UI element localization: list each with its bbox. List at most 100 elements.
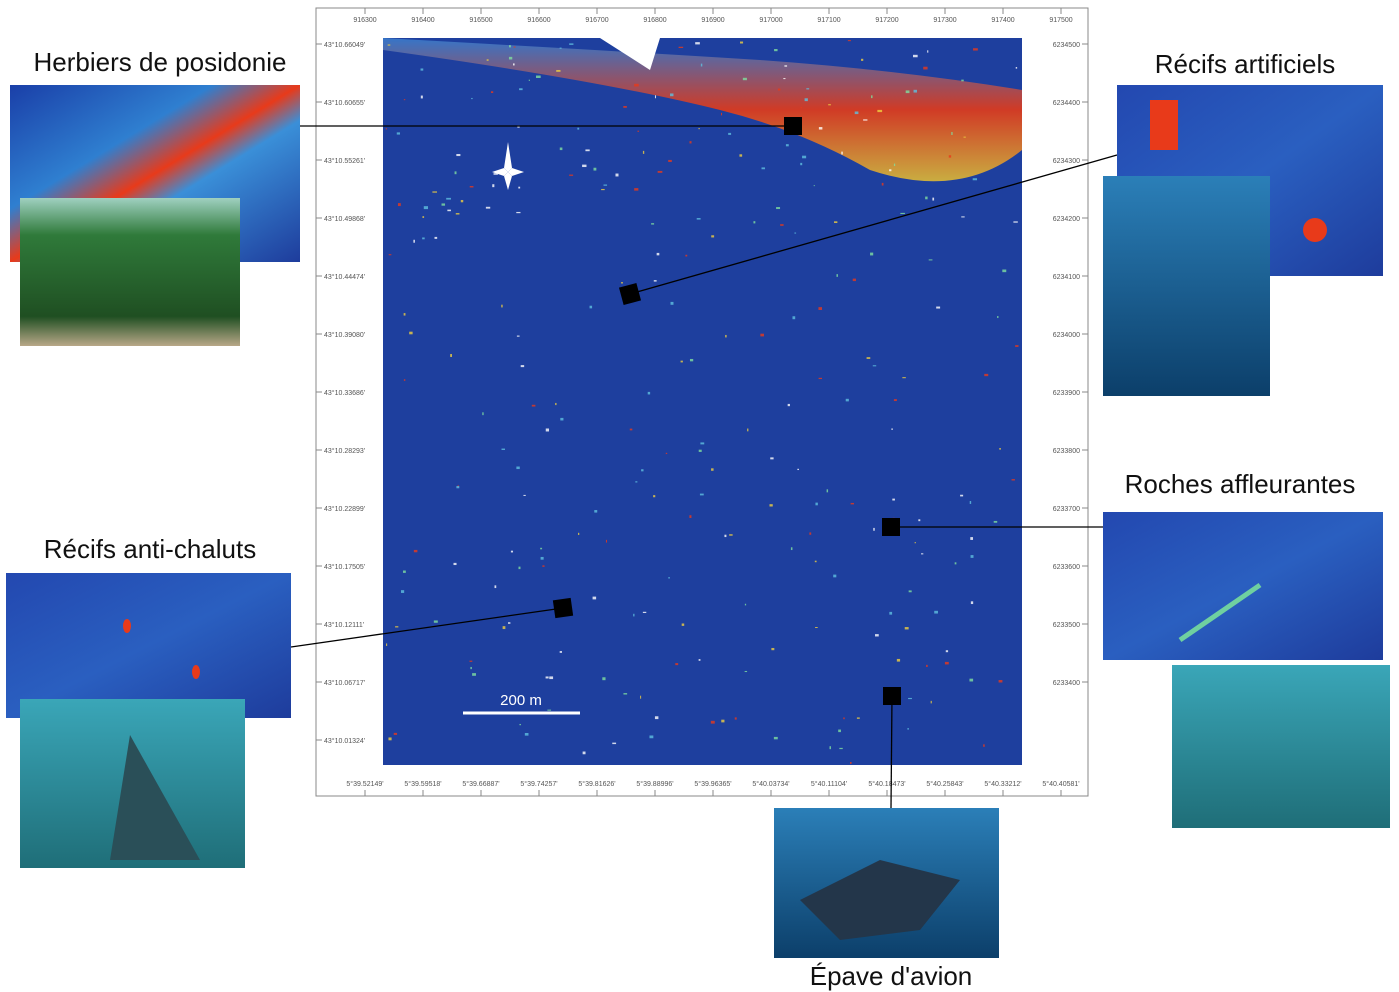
speck xyxy=(934,610,938,614)
speck xyxy=(794,232,797,234)
site-markers xyxy=(552,117,901,705)
speck xyxy=(828,104,831,106)
no-data xyxy=(600,38,660,70)
speck xyxy=(802,155,807,159)
speck xyxy=(594,510,598,513)
speck xyxy=(434,236,438,239)
speck xyxy=(907,728,909,730)
speck xyxy=(813,185,815,187)
speck xyxy=(843,717,845,720)
speck xyxy=(508,622,511,624)
tick-label: 43°10.17505' xyxy=(324,563,365,571)
speck xyxy=(695,42,700,45)
speck xyxy=(559,47,562,49)
speck xyxy=(432,191,438,193)
speck xyxy=(710,720,715,724)
speck xyxy=(792,316,796,320)
speck xyxy=(815,502,818,506)
speck xyxy=(806,88,810,90)
speck xyxy=(711,235,715,238)
speck xyxy=(545,428,550,432)
speck xyxy=(913,89,917,93)
speck xyxy=(397,203,401,207)
speck xyxy=(400,590,405,593)
speck xyxy=(441,203,446,206)
speck xyxy=(826,489,829,493)
speck xyxy=(769,504,773,507)
speck xyxy=(388,737,392,741)
speck xyxy=(809,532,812,535)
tick-label: 916500 xyxy=(469,17,492,24)
speck xyxy=(621,282,624,284)
speck xyxy=(385,128,388,130)
speck xyxy=(635,481,638,483)
tick-label: 43°10.55261' xyxy=(324,157,365,165)
speck xyxy=(889,169,892,172)
sonar-target xyxy=(123,619,131,633)
speck xyxy=(531,404,536,407)
callout-label: Récifs artificiels xyxy=(1155,49,1336,79)
tick-label: 5°39.88996' xyxy=(636,780,673,788)
tick-label: 916300 xyxy=(353,17,376,24)
speck xyxy=(913,54,918,58)
speck xyxy=(545,676,549,679)
speck xyxy=(926,664,928,667)
speck xyxy=(740,41,744,44)
speck xyxy=(577,127,580,130)
speck xyxy=(559,651,563,653)
speck xyxy=(936,306,941,309)
speck xyxy=(892,498,895,501)
speck xyxy=(559,147,563,151)
speck xyxy=(997,315,999,319)
speck xyxy=(845,398,849,402)
speck xyxy=(685,254,688,257)
speck xyxy=(902,377,906,379)
tick-label: 6233900 xyxy=(1053,390,1080,397)
tick-label: 917200 xyxy=(875,17,898,24)
speck xyxy=(861,58,864,61)
tick-label: 6233600 xyxy=(1053,564,1080,571)
speck xyxy=(918,519,921,522)
speck xyxy=(784,65,788,67)
speck xyxy=(871,95,873,99)
speck xyxy=(582,164,587,168)
speck xyxy=(670,301,674,305)
speck xyxy=(872,365,877,367)
speck xyxy=(948,155,952,158)
speck xyxy=(800,107,803,109)
speck xyxy=(641,469,644,472)
speck xyxy=(774,49,778,52)
speck xyxy=(891,428,893,430)
sonar-target xyxy=(1150,100,1178,150)
speck xyxy=(592,596,597,600)
leader-line xyxy=(629,154,1118,295)
sonar-target xyxy=(1303,218,1327,242)
tick-label: 43°10.28293' xyxy=(324,447,365,455)
speck xyxy=(422,237,425,240)
speck xyxy=(623,693,628,695)
speck xyxy=(393,732,398,735)
speck xyxy=(528,79,530,81)
callout-label: Épave d'avion xyxy=(810,961,973,991)
speck xyxy=(602,677,606,681)
photo-object xyxy=(800,860,960,940)
speck xyxy=(453,562,457,566)
speck xyxy=(651,223,655,225)
tick-label: 917400 xyxy=(991,17,1014,24)
photo xyxy=(1172,665,1390,828)
speck xyxy=(494,585,497,589)
tick-label: 5°39.59518' xyxy=(404,780,441,788)
speck xyxy=(954,562,957,565)
speck xyxy=(518,186,521,189)
speck xyxy=(815,627,818,629)
tick-label: 6233800 xyxy=(1053,448,1080,455)
speck xyxy=(999,448,1001,450)
speck xyxy=(689,358,694,362)
tick-label: 5°39.74257' xyxy=(520,780,557,788)
speck xyxy=(698,659,701,661)
speck xyxy=(850,502,854,505)
tick-label: 5°39.52149' xyxy=(346,780,383,788)
speck xyxy=(771,647,775,651)
speck xyxy=(569,174,574,176)
speck xyxy=(818,377,823,380)
